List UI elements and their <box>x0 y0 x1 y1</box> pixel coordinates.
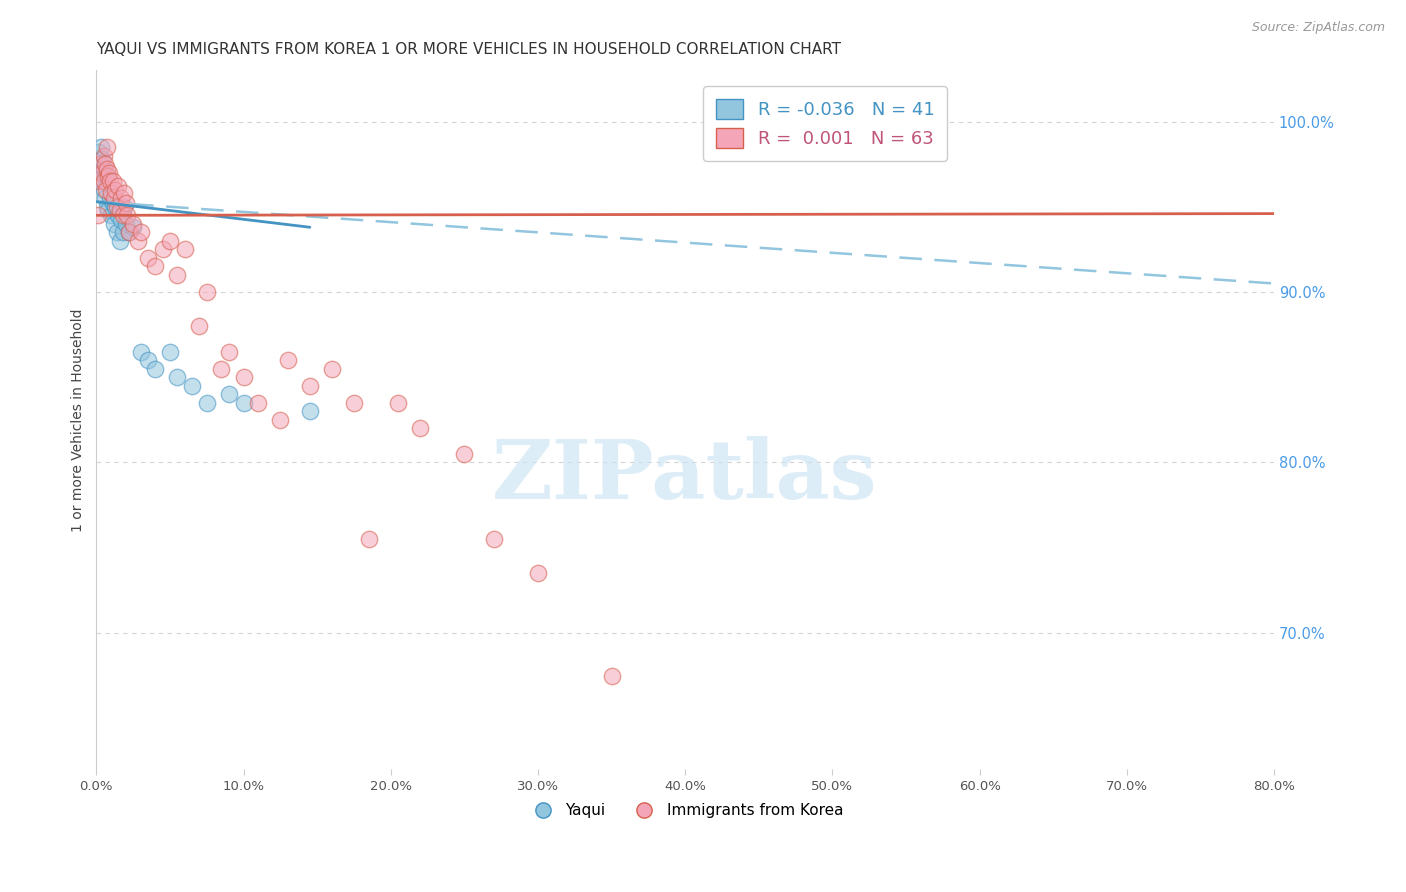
Point <box>105 200 128 214</box>
Point <box>159 234 181 248</box>
Point <box>269 413 291 427</box>
Point <box>122 220 145 235</box>
Point <box>97 169 120 183</box>
Point <box>232 396 254 410</box>
Point <box>118 225 141 239</box>
Point <box>96 200 118 214</box>
Point <box>218 387 240 401</box>
Point <box>87 157 110 171</box>
Point <box>97 203 120 218</box>
Point <box>527 566 550 581</box>
Point <box>118 225 141 239</box>
Point <box>108 234 131 248</box>
Point <box>90 174 112 188</box>
Point <box>143 260 166 274</box>
Point <box>100 186 122 201</box>
Point <box>143 361 166 376</box>
Point <box>127 234 149 248</box>
Point <box>453 447 475 461</box>
Point <box>387 396 409 410</box>
Point <box>482 532 505 546</box>
Point <box>93 174 115 188</box>
Point <box>103 191 125 205</box>
Point <box>100 208 122 222</box>
Point <box>218 344 240 359</box>
Point <box>173 243 195 257</box>
Point <box>104 183 127 197</box>
Point <box>114 217 136 231</box>
Point <box>104 200 127 214</box>
Point <box>91 152 114 166</box>
Point <box>107 208 129 222</box>
Point <box>357 532 380 546</box>
Text: Source: ZipAtlas.com: Source: ZipAtlas.com <box>1251 21 1385 34</box>
Point <box>117 208 139 222</box>
Point <box>94 169 117 183</box>
Point <box>122 217 145 231</box>
Point <box>98 191 121 205</box>
Legend: Yaqui, Immigrants from Korea: Yaqui, Immigrants from Korea <box>522 797 849 824</box>
Point <box>129 225 152 239</box>
Point <box>103 217 125 231</box>
Point <box>89 166 111 180</box>
Point <box>98 174 121 188</box>
Point <box>96 162 118 177</box>
Point <box>105 225 128 239</box>
Point <box>93 162 115 177</box>
Point <box>107 179 129 194</box>
Point <box>181 378 204 392</box>
Point <box>894 114 917 128</box>
Point <box>90 157 112 171</box>
Point <box>166 370 188 384</box>
Point <box>321 361 343 376</box>
Point <box>136 251 159 265</box>
Point <box>112 186 135 201</box>
Point <box>101 174 124 188</box>
Point <box>211 361 233 376</box>
Point <box>114 196 136 211</box>
Point <box>93 149 115 163</box>
Point <box>101 196 124 211</box>
Point <box>94 157 117 171</box>
Point <box>89 174 111 188</box>
Point <box>112 200 135 214</box>
Y-axis label: 1 or more Vehicles in Household: 1 or more Vehicles in Household <box>72 308 86 532</box>
Point <box>277 353 299 368</box>
Point <box>195 396 218 410</box>
Point <box>111 208 134 222</box>
Point <box>298 378 321 392</box>
Point <box>298 404 321 418</box>
Point <box>89 145 111 160</box>
Point <box>409 421 432 435</box>
Point <box>136 353 159 368</box>
Point <box>129 344 152 359</box>
Point <box>96 140 118 154</box>
Point <box>166 268 188 282</box>
Point <box>343 396 366 410</box>
Point <box>195 285 218 299</box>
Point <box>93 183 115 197</box>
Point <box>91 166 114 180</box>
Point <box>94 191 117 205</box>
Point <box>96 174 118 188</box>
Point <box>600 668 623 682</box>
Point <box>90 140 112 154</box>
Text: ZIPatlas: ZIPatlas <box>492 436 877 516</box>
Point <box>87 208 110 222</box>
Point <box>188 319 211 334</box>
Text: YAQUI VS IMMIGRANTS FROM KOREA 1 OR MORE VEHICLES IN HOUSEHOLD CORRELATION CHART: YAQUI VS IMMIGRANTS FROM KOREA 1 OR MORE… <box>97 42 841 57</box>
Point <box>152 243 174 257</box>
Point <box>94 183 117 197</box>
Point <box>247 396 270 410</box>
Point <box>232 370 254 384</box>
Point <box>159 344 181 359</box>
Point <box>97 166 120 180</box>
Point <box>108 203 131 218</box>
Point <box>110 213 132 227</box>
Point <box>111 225 134 239</box>
Point <box>110 191 132 205</box>
